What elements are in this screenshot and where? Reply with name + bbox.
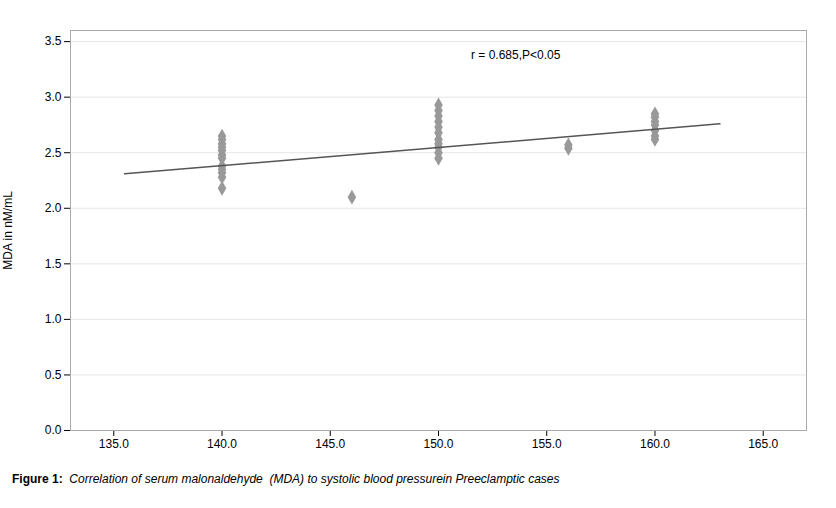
svg-text:MDA in nM/mL: MDA in nM/mL (1, 191, 15, 270)
svg-text:0.0: 0.0 (45, 423, 62, 437)
svg-text:2.0: 2.0 (45, 201, 62, 215)
svg-text:1.5: 1.5 (45, 257, 62, 271)
svg-text:3.5: 3.5 (45, 34, 62, 48)
svg-text:0.5: 0.5 (45, 368, 62, 382)
svg-text:135.0: 135.0 (99, 437, 129, 451)
svg-text:140.0: 140.0 (207, 437, 237, 451)
svg-text:3.0: 3.0 (45, 90, 62, 104)
svg-text:150.0: 150.0 (423, 437, 453, 451)
html-text:Figure 1: Correlation of serum: Figure 1: Correlation of serum malonalde… (12, 472, 560, 486)
svg-text:155.0: 155.0 (532, 437, 562, 451)
svg-text:r = 0.685,P<0.05: r = 0.685,P<0.05 (471, 48, 561, 62)
svg-text:165.0: 165.0 (748, 437, 778, 451)
svg-text:1.0: 1.0 (45, 312, 62, 326)
svg-text:2.5: 2.5 (45, 146, 62, 160)
svg-text:145.0: 145.0 (315, 437, 345, 451)
svg-text:160.0: 160.0 (640, 437, 670, 451)
